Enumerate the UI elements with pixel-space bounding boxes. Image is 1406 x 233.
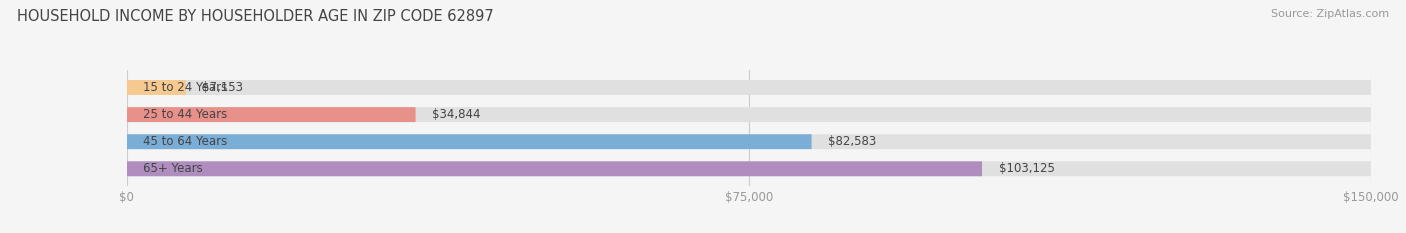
Text: $7,153: $7,153 xyxy=(202,81,243,94)
Text: 25 to 44 Years: 25 to 44 Years xyxy=(143,108,228,121)
Text: Source: ZipAtlas.com: Source: ZipAtlas.com xyxy=(1271,9,1389,19)
Text: 15 to 24 Years: 15 to 24 Years xyxy=(143,81,228,94)
Text: HOUSEHOLD INCOME BY HOUSEHOLDER AGE IN ZIP CODE 62897: HOUSEHOLD INCOME BY HOUSEHOLDER AGE IN Z… xyxy=(17,9,494,24)
Text: $103,125: $103,125 xyxy=(998,162,1054,175)
FancyBboxPatch shape xyxy=(127,161,981,176)
FancyBboxPatch shape xyxy=(127,107,416,122)
FancyBboxPatch shape xyxy=(127,134,1371,149)
Text: 45 to 64 Years: 45 to 64 Years xyxy=(143,135,228,148)
Text: $34,844: $34,844 xyxy=(432,108,481,121)
FancyBboxPatch shape xyxy=(127,161,1371,176)
FancyBboxPatch shape xyxy=(127,80,1371,95)
FancyBboxPatch shape xyxy=(127,134,811,149)
Text: $82,583: $82,583 xyxy=(828,135,876,148)
FancyBboxPatch shape xyxy=(127,80,186,95)
Text: 65+ Years: 65+ Years xyxy=(143,162,202,175)
FancyBboxPatch shape xyxy=(127,107,1371,122)
